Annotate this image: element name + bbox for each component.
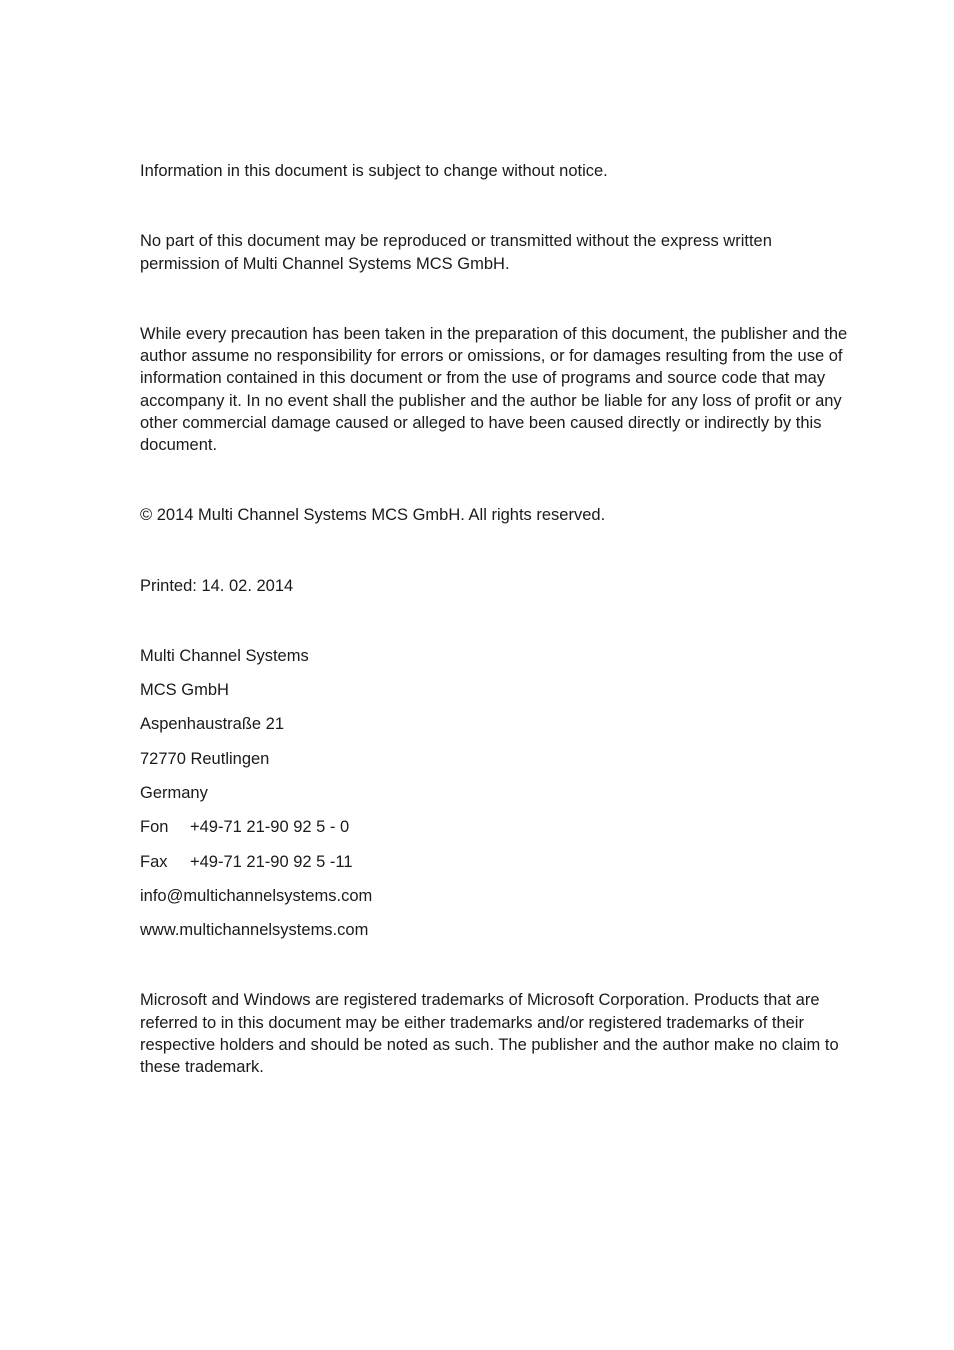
fax-row: Fax +49-71 21-90 92 5 -11	[140, 851, 854, 873]
country: Germany	[140, 782, 854, 804]
website-url: www.multichannelsystems.com	[140, 919, 854, 941]
company-name-line-2: MCS GmbH	[140, 679, 854, 701]
contact-block: Multi Channel Systems MCS GmbH Aspenhaus…	[140, 645, 854, 941]
phone-value: +49-71 21-90 92 5 - 0	[190, 816, 854, 838]
trademark-paragraph: Microsoft and Windows are registered tra…	[140, 989, 854, 1078]
email-address: info@multichannelsystems.com	[140, 885, 854, 907]
fax-label: Fax	[140, 851, 190, 873]
phone-label: Fon	[140, 816, 190, 838]
street-address: Aspenhaustraße 21	[140, 713, 854, 735]
fax-value: +49-71 21-90 92 5 -11	[190, 851, 854, 873]
printed-date-paragraph: Printed: 14. 02. 2014	[140, 575, 854, 597]
disclaimer-paragraph: While every precaution has been taken in…	[140, 323, 854, 457]
reproduction-notice-paragraph: No part of this document may be reproduc…	[140, 230, 854, 275]
postal-city: 72770 Reutlingen	[140, 748, 854, 770]
copyright-paragraph: © 2014 Multi Channel Systems MCS GmbH. A…	[140, 504, 854, 526]
info-notice-paragraph: Information in this document is subject …	[140, 160, 854, 182]
company-name-line-1: Multi Channel Systems	[140, 645, 854, 667]
phone-row: Fon +49-71 21-90 92 5 - 0	[140, 816, 854, 838]
